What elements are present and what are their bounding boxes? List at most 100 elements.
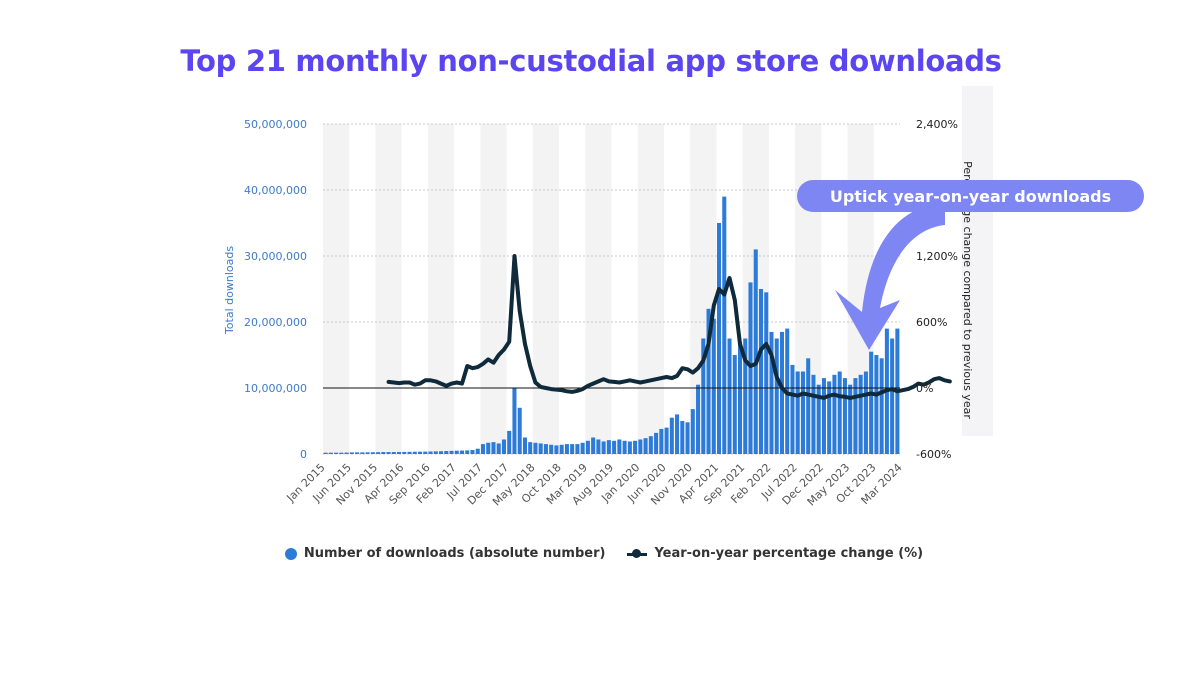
download-bar — [334, 452, 339, 454]
download-bar — [564, 444, 569, 454]
legend-line-icon — [627, 548, 648, 560]
download-bar — [428, 451, 433, 454]
download-bar — [454, 450, 459, 454]
download-bar — [501, 439, 506, 454]
legend-dot-icon — [284, 547, 297, 560]
yoy-line — [386, 254, 952, 400]
download-bar — [722, 196, 727, 454]
download-bar — [554, 445, 559, 454]
legend-item-yoy[interactable]: Year-on-year percentage change (%) — [627, 546, 923, 561]
download-bar — [496, 443, 501, 454]
left-tick-label: 20,000,000 — [244, 316, 307, 329]
download-bar — [664, 427, 669, 454]
yoy-line-series — [386, 254, 952, 400]
left-axis-ticks: 0 10,000,000 20,000,000 30,000,000 40,000,00… — [244, 118, 307, 461]
download-bar — [444, 451, 449, 454]
right-axis-title: Percentage change compared to previous y… — [961, 161, 974, 419]
download-bar — [612, 440, 617, 454]
download-bar — [433, 451, 438, 454]
download-bar — [811, 374, 816, 454]
left-tick-label: 40,000,000 — [244, 184, 307, 197]
background-band — [637, 124, 664, 454]
download-bar — [480, 444, 486, 454]
download-bar — [507, 430, 512, 454]
download-bar — [370, 452, 375, 454]
callout-arrow — [835, 203, 945, 350]
download-bar — [800, 371, 805, 454]
download-bar — [339, 452, 344, 454]
download-bar — [470, 450, 475, 454]
download-bar — [769, 331, 774, 454]
download-bar — [423, 451, 428, 454]
download-bar — [596, 439, 601, 454]
legend-label-downloads: Number of downloads (absolute number) — [303, 546, 606, 561]
download-bar — [407, 451, 412, 454]
right-axis-ticks: -600% 0% 600% 1,200% 2,400% — [916, 118, 958, 461]
download-bar — [365, 452, 370, 454]
download-bar — [816, 384, 821, 454]
download-bar — [869, 351, 874, 454]
download-bar — [533, 442, 538, 454]
left-tick-label: 0 — [300, 448, 307, 461]
download-bar — [806, 358, 811, 454]
download-bar — [669, 417, 674, 454]
download-bar — [528, 442, 533, 454]
download-bar — [344, 452, 349, 454]
download-bar — [570, 444, 575, 454]
right-tick-label: 1,200% — [916, 250, 958, 263]
download-bar — [727, 338, 732, 454]
download-bar — [643, 438, 648, 454]
download-bar — [381, 452, 386, 454]
download-bar — [486, 442, 491, 454]
legend-item-downloads[interactable]: Number of downloads (absolute number) — [284, 546, 606, 561]
download-bar — [659, 428, 664, 454]
background-band — [375, 124, 402, 454]
download-bar — [517, 407, 522, 454]
download-bar — [654, 432, 659, 454]
right-tick-label: 2,400% — [916, 118, 958, 131]
download-bar — [475, 448, 480, 454]
download-bar — [386, 452, 391, 454]
download-bar — [743, 338, 748, 454]
download-bar — [863, 371, 868, 454]
download-bar — [633, 440, 638, 454]
download-bar — [459, 450, 465, 454]
download-bar — [858, 374, 863, 454]
download-bar — [522, 437, 527, 454]
download-bar — [774, 338, 779, 454]
left-tick-label: 50,000,000 — [244, 118, 307, 131]
right-axis-background — [962, 86, 993, 436]
background-band — [323, 124, 350, 454]
download-bar — [601, 441, 606, 454]
download-bar — [848, 384, 853, 454]
download-bar — [685, 422, 690, 454]
download-bar — [465, 450, 470, 454]
download-bar — [706, 308, 711, 454]
download-bar — [591, 437, 596, 454]
background-band — [585, 124, 612, 454]
download-bar — [397, 451, 402, 454]
callout-badge: Uptick year-on-year downloads — [797, 180, 1144, 212]
background-band — [480, 124, 507, 454]
background-band — [427, 124, 455, 454]
download-bar — [764, 292, 769, 454]
right-tick-label: 0% — [916, 382, 933, 395]
download-bar — [717, 223, 722, 454]
background-band — [532, 124, 560, 454]
download-bar — [439, 451, 444, 454]
download-bar — [622, 440, 627, 454]
download-bar — [418, 451, 423, 454]
download-bar — [753, 249, 758, 454]
download-bar — [779, 331, 784, 454]
download-bar — [580, 442, 585, 454]
left-tick-label: 30,000,000 — [244, 250, 307, 263]
left-axis-title: Total downloads — [223, 246, 236, 335]
download-bar — [680, 421, 685, 454]
left-tick-label: 10,000,000 — [244, 382, 307, 395]
download-bar — [701, 338, 706, 454]
download-bar — [512, 388, 517, 454]
download-bar — [549, 444, 554, 454]
download-bar — [790, 364, 795, 454]
download-bar — [376, 452, 381, 454]
